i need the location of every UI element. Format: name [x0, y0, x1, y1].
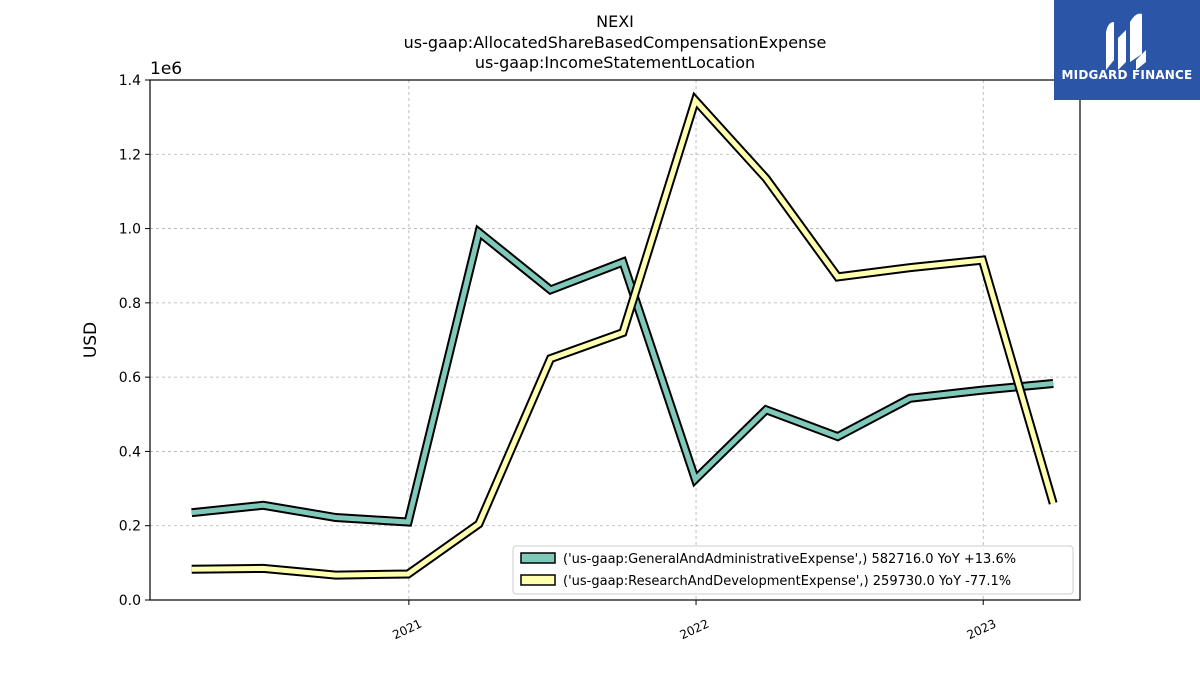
series-1-line-outline	[191, 91, 1058, 580]
series-1-line	[191, 95, 1056, 578]
y-axis-label: USD	[81, 322, 101, 358]
y-tick-label: 0.4	[119, 444, 141, 460]
legend-label: ('us-gaap:GeneralAndAdministrativeExpens…	[563, 552, 1016, 567]
y-tick-label: 0.6	[119, 370, 141, 386]
chart-title-line-3: us-gaap:IncomeStatementLocation	[474, 53, 756, 72]
y-scale-label: 1e6	[150, 59, 182, 79]
legend-box	[512, 545, 1074, 595]
legend-swatch	[520, 552, 556, 564]
logo-text: MIDGARD FINANCE	[1061, 68, 1193, 82]
y-tick-label: 1.4	[119, 73, 141, 89]
series-0-line	[191, 227, 1054, 525]
y-tick-label: 0.2	[119, 519, 141, 535]
x-tick-label: 2023	[965, 617, 999, 643]
legend-label: ('us-gaap:ResearchAndDevelopmentExpense'…	[563, 574, 1011, 589]
x-tick-label: 2022	[678, 617, 712, 643]
plot-frame	[149, 79, 1081, 601]
y-tick-label: 0.8	[119, 296, 141, 312]
y-tick-label: 1.0	[119, 222, 141, 238]
chart-title-line-1: NEXI	[596, 12, 634, 31]
legend-swatch	[520, 574, 556, 586]
y-tick-label: 0.0	[119, 593, 141, 609]
x-tick-label: 2021	[390, 617, 424, 643]
midgard-logo-icon	[1106, 13, 1146, 70]
y-tick-label: 1.2	[119, 147, 141, 163]
midgard-finance-logo: MIDGARD FINANCE	[1054, 0, 1200, 100]
chart-title-line-2: us-gaap:AllocatedShareBasedCompensationE…	[403, 33, 827, 52]
